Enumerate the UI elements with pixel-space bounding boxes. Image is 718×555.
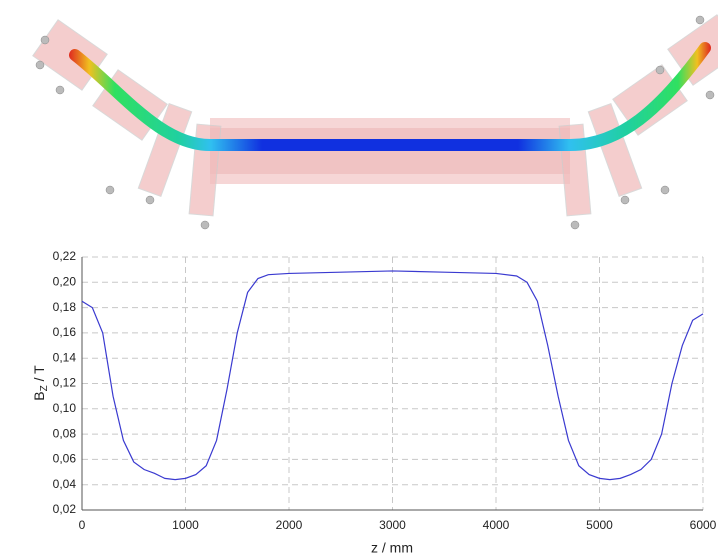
y-label-sub: Z — [39, 385, 50, 391]
x-axis-label: z / mm — [371, 540, 413, 555]
y-label-main: B — [31, 391, 47, 400]
x-tick-label: 6000 — [690, 518, 717, 532]
y-tick-label: 0,04 — [53, 477, 77, 491]
x-tick-label: 5000 — [586, 518, 613, 532]
y-label-unit: / T — [31, 365, 47, 385]
y-tick-label: 0,08 — [53, 426, 77, 440]
y-tick-label: 0,06 — [53, 452, 77, 466]
x-tick-label: 2000 — [276, 518, 303, 532]
magnet-illustration — [32, 14, 718, 230]
y-tick-label: 0,12 — [53, 376, 77, 390]
y-axis-label: BZ / T — [31, 365, 50, 401]
y-tick-label: 0,10 — [53, 401, 77, 415]
y-tick-label: 0,20 — [53, 274, 77, 288]
y-tick-label: 0,22 — [53, 249, 77, 263]
x-tick-label: 1000 — [172, 518, 199, 532]
data-line — [81, 270, 704, 481]
y-tick-label: 0,14 — [53, 350, 77, 364]
x-tick-label: 3000 — [379, 518, 406, 532]
y-tick-label: 0,18 — [53, 300, 77, 314]
y-tick-label: 0,16 — [53, 325, 77, 339]
x-tick-label: 4000 — [483, 518, 510, 532]
y-tick-label: 0,02 — [53, 502, 77, 516]
x-tick-label: 0 — [79, 518, 86, 532]
